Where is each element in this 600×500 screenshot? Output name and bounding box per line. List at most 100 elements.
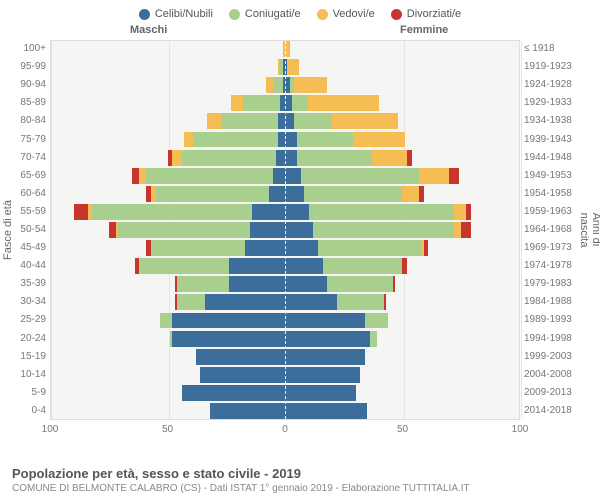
male-bar <box>50 132 285 148</box>
male-bar <box>50 349 285 365</box>
male-bar <box>50 313 285 329</box>
age-label: 20-24 <box>0 333 46 344</box>
male-bar <box>50 77 285 93</box>
female-bar <box>285 258 520 274</box>
birth-year-label: 2014-2018 <box>524 405 598 416</box>
segment-widowed <box>184 132 193 148</box>
age-label: 15-19 <box>0 351 46 362</box>
birth-year-label: 1919-1923 <box>524 61 598 72</box>
segment-single <box>285 95 292 111</box>
segment-widowed <box>294 77 327 93</box>
female-bar <box>285 313 520 329</box>
birth-year-label: 1999-2003 <box>524 351 598 362</box>
segment-married <box>156 186 269 202</box>
segment-married <box>301 168 419 184</box>
segment-widowed <box>353 132 405 148</box>
female-bar <box>285 77 520 93</box>
male-bar <box>50 222 285 238</box>
segment-widowed <box>308 95 379 111</box>
legend-item: Divorziati/e <box>391 8 461 20</box>
segment-widowed <box>172 150 181 166</box>
female-bar <box>285 331 520 347</box>
male-bar <box>50 403 285 419</box>
female-bar <box>285 95 520 111</box>
male-bar <box>50 150 285 166</box>
segment-widowed <box>454 222 461 238</box>
age-label: 45-49 <box>0 242 46 253</box>
legend-swatch <box>139 9 150 20</box>
header-female: Femmine <box>400 24 448 36</box>
segment-married <box>222 113 278 129</box>
segment-single <box>285 240 318 256</box>
segment-married <box>151 240 245 256</box>
female-bar <box>285 59 520 75</box>
birth-year-label: 1979-1983 <box>524 278 598 289</box>
legend-item: Coniugati/e <box>229 8 301 20</box>
birth-year-label: 1924-1928 <box>524 79 598 90</box>
age-label: 35-39 <box>0 278 46 289</box>
age-label: 75-79 <box>0 134 46 145</box>
male-bar <box>50 385 285 401</box>
birth-year-label: 2009-2013 <box>524 387 598 398</box>
segment-single <box>210 403 285 419</box>
segment-married <box>323 258 403 274</box>
x-tick-label: 50 <box>162 424 173 435</box>
header-male: Maschi <box>130 24 167 36</box>
female-bar <box>285 367 520 383</box>
legend-label: Vedovi/e <box>333 8 375 20</box>
segment-married <box>294 113 332 129</box>
birth-year-label: 1959-1963 <box>524 206 598 217</box>
segment-single <box>205 294 285 310</box>
segment-widowed <box>266 77 273 93</box>
age-label: 95-99 <box>0 61 46 72</box>
segment-single <box>285 132 297 148</box>
segment-widowed <box>139 168 146 184</box>
age-label: 40-44 <box>0 260 46 271</box>
female-bar <box>285 168 520 184</box>
segment-widowed <box>287 59 299 75</box>
segment-married <box>337 294 384 310</box>
segment-married <box>193 132 278 148</box>
segment-married <box>118 222 250 238</box>
birth-year-label: 1989-1993 <box>524 314 598 325</box>
gender-headers: Maschi Femmine <box>0 24 600 40</box>
segment-widowed <box>332 113 398 129</box>
male-bar <box>50 95 285 111</box>
legend-label: Divorziati/e <box>407 8 461 20</box>
segment-single <box>200 367 285 383</box>
age-label: 90-94 <box>0 79 46 90</box>
male-bar <box>50 186 285 202</box>
segment-widowed <box>372 150 407 166</box>
legend-swatch <box>229 9 240 20</box>
segment-single <box>278 132 285 148</box>
segment-widowed <box>207 113 221 129</box>
segment-single <box>285 150 297 166</box>
legend: Celibi/NubiliConiugati/eVedovi/eDivorzia… <box>0 0 600 24</box>
age-label: 50-54 <box>0 224 46 235</box>
age-label: 85-89 <box>0 97 46 108</box>
segment-divorced <box>384 294 386 310</box>
segment-married <box>182 150 276 166</box>
segment-single <box>273 168 285 184</box>
segment-married <box>177 294 205 310</box>
segment-single <box>229 276 285 292</box>
male-bar <box>50 168 285 184</box>
female-bar <box>285 403 520 419</box>
female-bar <box>285 150 520 166</box>
footer: Popolazione per età, sesso e stato civil… <box>12 466 470 494</box>
segment-single <box>285 113 294 129</box>
female-bar <box>285 204 520 220</box>
birth-year-label: ≤ 1918 <box>524 43 598 54</box>
birth-year-label: 1994-1998 <box>524 333 598 344</box>
segment-married <box>318 240 421 256</box>
age-label: 80-84 <box>0 115 46 126</box>
female-bar <box>285 113 520 129</box>
segment-divorced <box>109 222 116 238</box>
segment-single <box>285 186 304 202</box>
segment-single <box>285 331 370 347</box>
female-bar <box>285 385 520 401</box>
segment-single <box>269 186 285 202</box>
female-bar <box>285 349 520 365</box>
segment-single <box>285 403 367 419</box>
center-line <box>285 41 286 419</box>
